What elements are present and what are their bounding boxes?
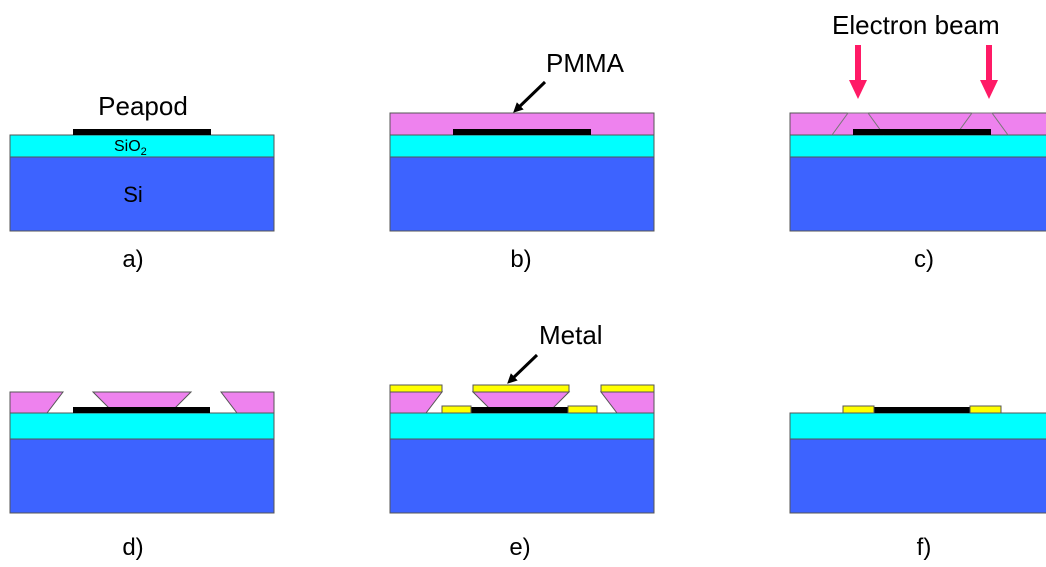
si-substrate — [790, 439, 1046, 513]
panel-f: f) — [790, 406, 1046, 561]
metal-contact-left — [843, 406, 874, 413]
panel-label-a: a) — [122, 246, 143, 273]
metal-label: Metal — [539, 320, 603, 350]
pmma-block-left — [10, 392, 63, 413]
peapod — [853, 129, 991, 135]
pmma-block-left — [390, 392, 442, 413]
peapod — [73, 407, 210, 413]
sio2-layer — [390, 413, 654, 439]
sio2-layer — [390, 135, 654, 157]
si-substrate — [790, 157, 1046, 231]
si-substrate — [10, 439, 274, 513]
panel-label-f: f) — [917, 534, 932, 561]
si-substrate — [390, 439, 654, 513]
metal-contact-right — [970, 406, 1001, 413]
panel-label-e: e) — [509, 534, 530, 561]
metal-on-pmma-center — [473, 385, 569, 392]
metal-on-pmma-right — [601, 385, 654, 392]
panel-c: Electron beam c) — [790, 10, 1046, 273]
electron-beam-arrow-left — [849, 45, 867, 99]
electron-beam-arrow-right — [980, 45, 998, 99]
si-substrate — [390, 157, 654, 231]
peapod — [73, 129, 211, 135]
sio2-layer — [790, 413, 1046, 439]
panel-label-b: b) — [510, 246, 531, 273]
panel-a: Peapod SiO2 Si a) — [10, 91, 274, 273]
pmma-block-right — [601, 392, 654, 413]
pmma-block-center — [473, 392, 569, 408]
panel-d: d) — [10, 392, 274, 561]
sio2-layer — [790, 135, 1046, 157]
metal-arrow — [510, 355, 537, 381]
sio2-layer — [10, 413, 274, 439]
pmma-block-center — [93, 392, 191, 408]
panel-label-d: d) — [122, 534, 143, 561]
metal-on-pmma-left — [390, 385, 442, 392]
pmma-block-right — [221, 392, 274, 413]
panel-e: Metal e) — [390, 320, 654, 561]
panel-b: PMMA b) — [390, 48, 654, 273]
metal-contact-left — [442, 406, 471, 413]
panel-label-c: c) — [914, 246, 934, 273]
pmma-label: PMMA — [546, 48, 625, 78]
peapod-label: Peapod — [98, 91, 188, 121]
electron-beam-label: Electron beam — [832, 10, 1000, 40]
pmma-arrow — [516, 82, 545, 110]
si-label: Si — [123, 182, 143, 207]
metal-contact-right — [568, 406, 597, 413]
peapod — [453, 129, 591, 135]
